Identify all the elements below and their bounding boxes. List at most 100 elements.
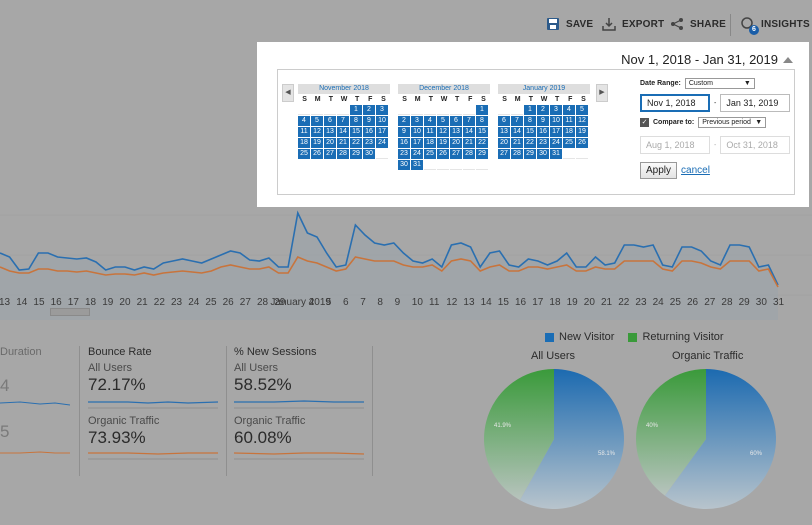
pie-slice-new-visitor[interactable] [664, 369, 776, 509]
pie-slice-returning-visitor[interactable] [636, 369, 706, 496]
calendar-day[interactable]: 23 [398, 149, 410, 159]
end-date-input[interactable] [720, 94, 791, 112]
calendar-day[interactable]: 20 [324, 138, 336, 148]
calendar-day[interactable]: 27 [324, 149, 336, 159]
calendar-day[interactable]: 31 [411, 160, 423, 170]
calendar-day[interactable]: 26 [576, 138, 588, 148]
calendar-day[interactable]: 13 [324, 127, 336, 137]
calendar-day[interactable]: 18 [424, 138, 436, 148]
calendar-day[interactable]: 10 [376, 116, 388, 126]
calendar-day[interactable]: 3 [550, 105, 562, 115]
calendar-day[interactable]: 27 [450, 149, 462, 159]
calendar-day[interactable]: 25 [424, 149, 436, 159]
calendar-day[interactable]: 12 [576, 116, 588, 126]
calendar-day[interactable]: 29 [524, 149, 536, 159]
calendar-day[interactable]: 5 [311, 116, 323, 126]
calendar-day[interactable]: 2 [398, 116, 410, 126]
calendar-day[interactable]: 28 [463, 149, 475, 159]
calendar-day[interactable]: 21 [463, 138, 475, 148]
calendar-day[interactable]: 30 [537, 149, 549, 159]
calendar-day[interactable]: 24 [376, 138, 388, 148]
calendar-day[interactable]: 11 [424, 127, 436, 137]
calendar-day[interactable]: 16 [537, 127, 549, 137]
calendar-day[interactable]: 20 [498, 138, 510, 148]
calendar-day[interactable]: 1 [476, 105, 488, 115]
calendar-day[interactable]: 3 [376, 105, 388, 115]
calendar-day[interactable]: 30 [363, 149, 375, 159]
save-button[interactable]: SAVE [546, 17, 593, 31]
calendar-day[interactable]: 31 [550, 149, 562, 159]
prev-month-button[interactable]: ◀ [282, 84, 294, 102]
calendar-day[interactable]: 28 [337, 149, 349, 159]
calendar-day[interactable]: 3 [411, 116, 423, 126]
start-date-input[interactable] [640, 94, 710, 112]
calendar-day[interactable]: 9 [398, 127, 410, 137]
calendar-day[interactable]: 17 [411, 138, 423, 148]
calendar-day[interactable]: 23 [537, 138, 549, 148]
calendar-day[interactable]: 26 [311, 149, 323, 159]
calendar-day[interactable]: 1 [350, 105, 362, 115]
calendar-day[interactable]: 21 [511, 138, 523, 148]
pie-slice-returning-visitor[interactable] [484, 369, 554, 501]
calendar-day[interactable]: 17 [376, 127, 388, 137]
calendar-day[interactable]: 2 [363, 105, 375, 115]
calendar-day[interactable]: 15 [350, 127, 362, 137]
pie-slice-new-visitor[interactable] [519, 369, 624, 509]
calendar-day[interactable]: 14 [511, 127, 523, 137]
compare-checkbox[interactable]: ✓ [640, 118, 649, 127]
calendar-day[interactable]: 17 [550, 127, 562, 137]
calendar-day[interactable]: 15 [476, 127, 488, 137]
calendar-day[interactable]: 8 [476, 116, 488, 126]
calendar-day[interactable]: 25 [298, 149, 310, 159]
calendar-day[interactable]: 22 [524, 138, 536, 148]
calendar-day[interactable]: 6 [450, 116, 462, 126]
export-button[interactable]: EXPORT [602, 17, 664, 31]
calendar-day[interactable]: 26 [437, 149, 449, 159]
calendar-day[interactable]: 13 [498, 127, 510, 137]
calendar-day[interactable]: 28 [511, 149, 523, 159]
date-range-toggle[interactable]: Nov 1, 2018 - Jan 31, 2019 [621, 52, 793, 67]
compare-select[interactable]: Previous period ▼ [698, 117, 767, 128]
calendar-day[interactable]: 1 [524, 105, 536, 115]
calendar-day[interactable]: 5 [576, 105, 588, 115]
calendar-day[interactable]: 16 [363, 127, 375, 137]
calendar-day[interactable]: 13 [450, 127, 462, 137]
calendar-day[interactable]: 15 [524, 127, 536, 137]
calendar-day[interactable]: 16 [398, 138, 410, 148]
calendar-day[interactable]: 2 [537, 105, 549, 115]
calendar-day[interactable]: 11 [563, 116, 575, 126]
calendar-day[interactable]: 9 [363, 116, 375, 126]
calendar-day[interactable]: 21 [337, 138, 349, 148]
date-range-select[interactable]: Custom ▼ [684, 78, 755, 89]
calendar-day[interactable]: 7 [337, 116, 349, 126]
calendar-day[interactable]: 12 [311, 127, 323, 137]
calendar-day[interactable]: 20 [450, 138, 462, 148]
calendar-day[interactable]: 29 [350, 149, 362, 159]
calendar-day[interactable]: 6 [498, 116, 510, 126]
calendar-day[interactable]: 5 [437, 116, 449, 126]
calendar-day[interactable]: 18 [563, 127, 575, 137]
share-button[interactable]: SHARE [670, 17, 726, 31]
calendar-day[interactable]: 22 [476, 138, 488, 148]
calendar-day[interactable]: 10 [411, 127, 423, 137]
calendar-day[interactable]: 19 [576, 127, 588, 137]
calendar-day[interactable]: 14 [337, 127, 349, 137]
apply-button[interactable]: Apply [640, 162, 678, 179]
calendar-day[interactable]: 29 [476, 149, 488, 159]
calendar-day[interactable]: 9 [537, 116, 549, 126]
calendar-day[interactable]: 18 [298, 138, 310, 148]
calendar-day[interactable]: 8 [524, 116, 536, 126]
calendar-day[interactable]: 23 [363, 138, 375, 148]
compare-start-input[interactable] [640, 136, 710, 154]
calendar-day[interactable]: 24 [411, 149, 423, 159]
calendar-day[interactable]: 12 [437, 127, 449, 137]
calendar-day[interactable]: 7 [463, 116, 475, 126]
chart-range-handle[interactable] [50, 308, 90, 316]
cancel-link[interactable]: cancel [681, 165, 710, 176]
calendar-day[interactable]: 30 [398, 160, 410, 170]
calendar-day[interactable]: 19 [437, 138, 449, 148]
calendar-day[interactable]: 8 [350, 116, 362, 126]
calendar-day[interactable]: 4 [563, 105, 575, 115]
calendar-day[interactable]: 27 [498, 149, 510, 159]
calendar-day[interactable]: 22 [350, 138, 362, 148]
